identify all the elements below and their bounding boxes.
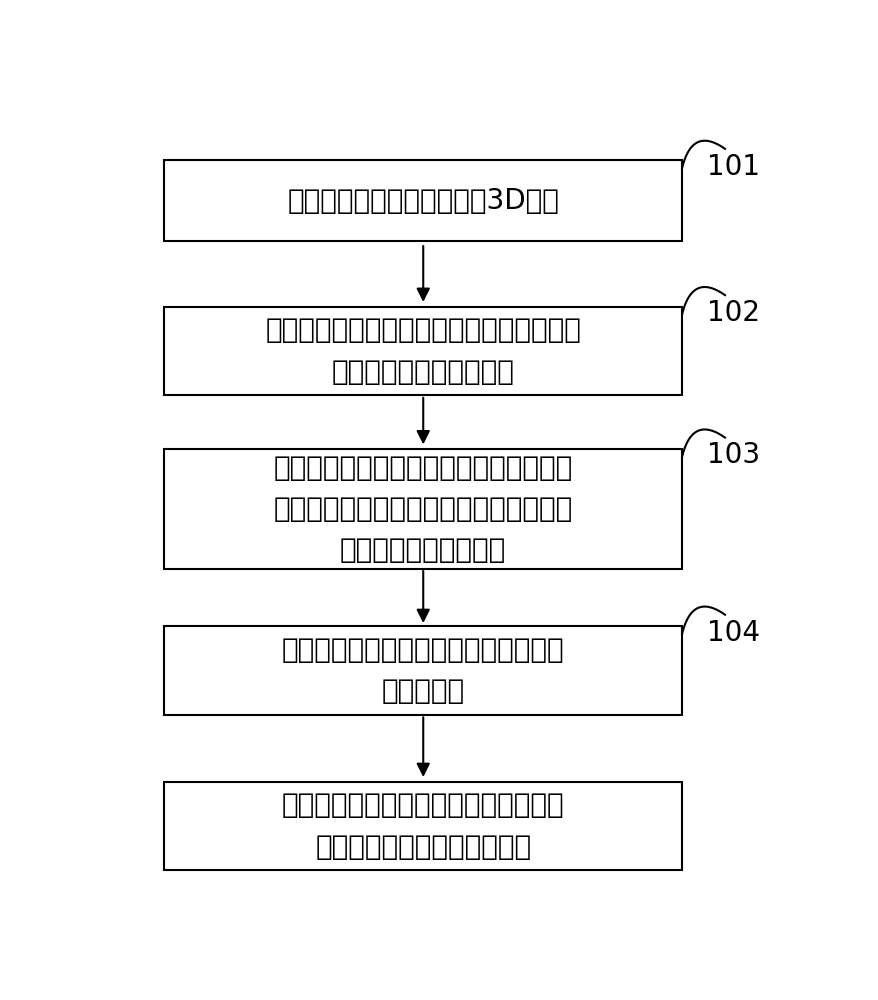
FancyBboxPatch shape	[164, 449, 681, 569]
Text: 根据目标偏移量、用户的瞳距和垂直距
离计算用户的视觉融合交叉角: 根据目标偏移量、用户的瞳距和垂直距 离计算用户的视觉融合交叉角	[282, 791, 564, 861]
Text: 103: 103	[706, 441, 759, 469]
FancyBboxPatch shape	[164, 160, 681, 241]
Text: 101: 101	[706, 153, 759, 181]
Text: 104: 104	[706, 619, 759, 647]
FancyBboxPatch shape	[164, 626, 681, 715]
Text: 102: 102	[706, 299, 759, 327]
Text: 通过显示装置展示标准测试3D图像: 通过显示装置展示标准测试3D图像	[287, 187, 558, 215]
Text: 确定用户的瞳距、瞳孔与显示装置之间
的垂直距离: 确定用户的瞳距、瞳孔与显示装置之间 的垂直距离	[282, 636, 564, 705]
Text: 若接收到用户的记录指令，则根据记录指
令记录所述第一图像的中心与第二图像的
中心之间的目标偏移量: 若接收到用户的记录指令，则根据记录指 令记录所述第一图像的中心与第二图像的 中心…	[273, 454, 572, 564]
FancyBboxPatch shape	[164, 307, 681, 395]
Text: 根据用户的操作指令将第一图像和第二图像
中至少一个图像进行偏移: 根据用户的操作指令将第一图像和第二图像 中至少一个图像进行偏移	[265, 316, 580, 386]
FancyBboxPatch shape	[164, 782, 681, 870]
